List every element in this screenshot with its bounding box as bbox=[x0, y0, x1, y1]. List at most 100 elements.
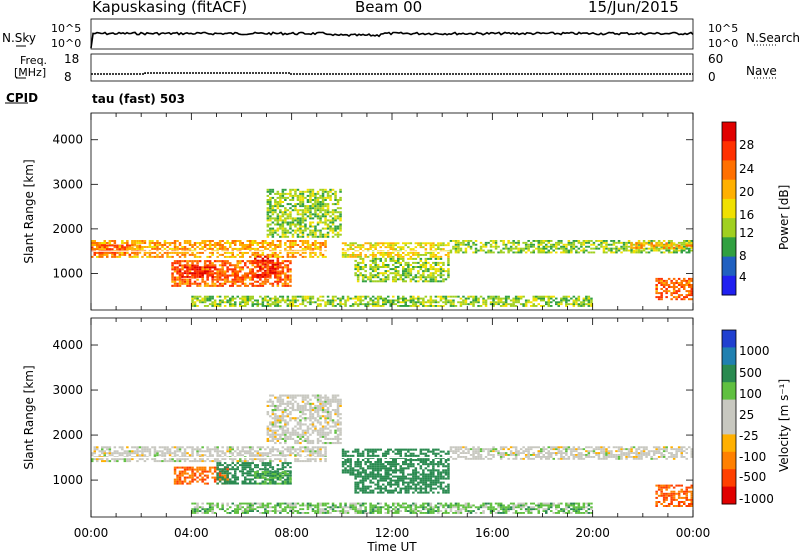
power-cell bbox=[231, 251, 234, 254]
power-cell bbox=[234, 297, 237, 300]
velocity-cell bbox=[226, 480, 229, 483]
velocity-cell bbox=[306, 429, 310, 432]
power-cell bbox=[271, 271, 275, 274]
power-cell bbox=[229, 301, 232, 304]
power-cell bbox=[565, 301, 568, 304]
velocity-cell bbox=[166, 452, 169, 455]
velocity-cell bbox=[249, 480, 252, 483]
power-cell bbox=[680, 284, 683, 286]
power-cell bbox=[452, 299, 455, 302]
velocity-cell bbox=[326, 413, 330, 416]
power-cell bbox=[289, 262, 292, 265]
power-cell bbox=[254, 299, 257, 302]
power-cell bbox=[121, 247, 124, 250]
power-cell bbox=[218, 303, 222, 306]
power-cell bbox=[509, 303, 513, 306]
velocity-cell bbox=[384, 450, 387, 453]
power-cell bbox=[622, 247, 626, 250]
velocity-cell bbox=[301, 400, 305, 403]
power-cell bbox=[254, 274, 257, 277]
power-cell bbox=[382, 255, 385, 258]
power-cell bbox=[106, 244, 109, 247]
velocity-cell bbox=[329, 413, 332, 416]
power-cell bbox=[171, 284, 174, 287]
power-cell bbox=[560, 301, 563, 304]
power-cell bbox=[191, 246, 194, 248]
velocity-cell bbox=[279, 427, 282, 430]
power-cell bbox=[201, 278, 204, 281]
power-cell bbox=[397, 301, 400, 304]
velocity-cell bbox=[286, 435, 290, 438]
velocity-cell bbox=[329, 404, 332, 407]
power-cell bbox=[467, 295, 470, 298]
power-cell bbox=[188, 266, 192, 269]
velocity-cell bbox=[249, 464, 252, 467]
power-cell bbox=[392, 244, 395, 247]
power-cell bbox=[632, 243, 636, 246]
velocity-cell bbox=[314, 458, 317, 461]
power-cell bbox=[191, 282, 194, 285]
power-cell bbox=[384, 264, 387, 266]
power-cell bbox=[188, 270, 192, 273]
power-cell bbox=[178, 274, 182, 276]
velocity-cell bbox=[274, 433, 277, 436]
power-cell bbox=[279, 278, 282, 281]
velocity-cell bbox=[246, 452, 249, 455]
power-cell bbox=[359, 252, 362, 254]
power-cell bbox=[251, 251, 254, 254]
velocity-cell bbox=[309, 415, 312, 418]
power-cell bbox=[269, 188, 272, 191]
power-cell bbox=[326, 192, 330, 195]
velocity-cell bbox=[211, 466, 214, 469]
power-cell bbox=[138, 240, 142, 242]
power-cell bbox=[537, 245, 540, 248]
power-cell bbox=[324, 209, 327, 212]
power-cell bbox=[176, 253, 179, 256]
power-cell bbox=[314, 215, 317, 218]
power-cell bbox=[198, 276, 202, 278]
velocity-cell bbox=[286, 431, 290, 434]
power-cell bbox=[384, 252, 387, 254]
power-cell bbox=[276, 205, 280, 208]
power-cell bbox=[269, 231, 272, 234]
velocity-cell bbox=[281, 425, 285, 428]
power-cell bbox=[138, 246, 142, 249]
velocity-cell bbox=[336, 433, 340, 436]
power-cell bbox=[188, 276, 192, 278]
power-cell bbox=[459, 243, 463, 246]
power-cell bbox=[542, 299, 545, 302]
velocity-cell bbox=[231, 476, 234, 479]
power-cell bbox=[555, 241, 558, 244]
velocity-cell bbox=[101, 446, 104, 449]
power-cell bbox=[437, 301, 440, 304]
power-cell bbox=[301, 217, 305, 220]
power-cell bbox=[216, 260, 219, 263]
power-cell bbox=[286, 221, 290, 224]
power-cell bbox=[239, 305, 242, 307]
power-cell bbox=[402, 268, 405, 271]
power-cell bbox=[173, 278, 177, 281]
velocity-cell bbox=[284, 471, 287, 473]
cpid-value: tau (fast) 503 bbox=[92, 92, 185, 106]
velocity-cell bbox=[173, 452, 177, 455]
power-cell bbox=[291, 301, 295, 304]
velocity-cell bbox=[354, 465, 357, 468]
power-cell bbox=[91, 255, 94, 258]
power-cell bbox=[249, 260, 252, 263]
power-cell bbox=[570, 247, 573, 250]
power-cell bbox=[492, 240, 495, 242]
power-cell bbox=[376, 244, 380, 247]
power-cell bbox=[670, 251, 673, 254]
velocity-cell bbox=[359, 452, 362, 455]
power-cell bbox=[181, 266, 184, 269]
power-cell bbox=[635, 249, 638, 252]
velocity-region bbox=[341, 448, 450, 476]
power-cell bbox=[542, 297, 545, 300]
power-cell bbox=[334, 190, 337, 193]
power-cell bbox=[246, 272, 249, 275]
velocity-cell bbox=[203, 468, 207, 471]
velocity-cell bbox=[314, 417, 317, 420]
power-cell bbox=[284, 299, 287, 302]
power-cell bbox=[394, 244, 397, 247]
velocity-cell bbox=[316, 404, 320, 407]
